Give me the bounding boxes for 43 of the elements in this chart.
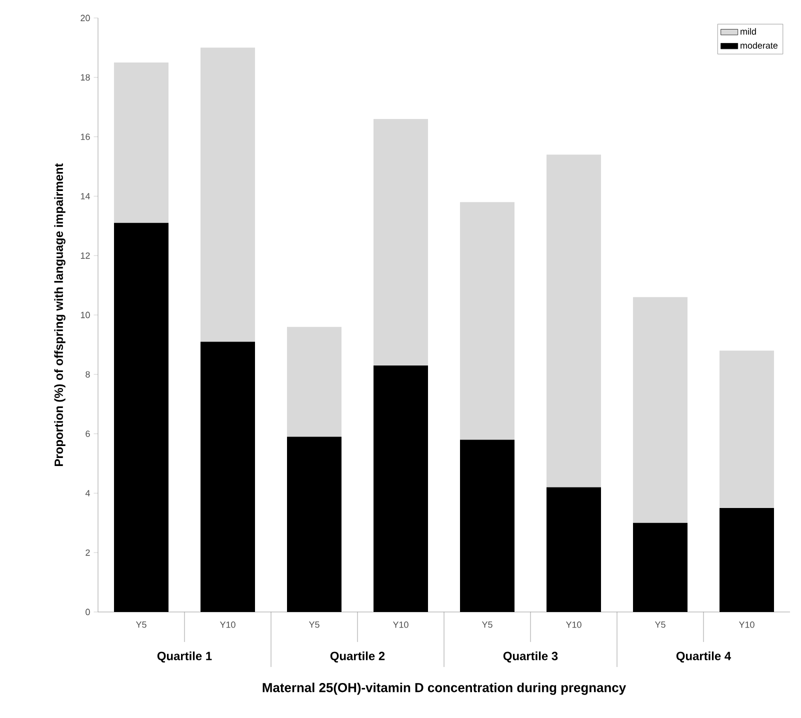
bar bbox=[374, 118, 428, 366]
bar bbox=[374, 365, 428, 612]
legend-label: moderate bbox=[740, 42, 778, 49]
bar bbox=[114, 62, 169, 223]
bar bbox=[546, 487, 602, 612]
y-tick-label: 20 bbox=[80, 14, 90, 22]
bar bbox=[200, 48, 256, 342]
legend-label: mild bbox=[740, 28, 756, 35]
x-tick-label: Y10 bbox=[392, 622, 408, 628]
y-tick-label: 6 bbox=[86, 430, 90, 437]
x-axis-title: Maternal 25(OH)-vitamin D concentration during pregnancy bbox=[262, 682, 626, 695]
x-tick-label: Y10 bbox=[220, 622, 236, 628]
bar bbox=[720, 350, 774, 508]
text: Quartile 1 bbox=[157, 651, 212, 662]
y-tick-label: 2 bbox=[86, 549, 90, 556]
bar bbox=[633, 297, 688, 523]
y-tick-label: 16 bbox=[80, 134, 90, 140]
bar bbox=[287, 326, 342, 437]
y-tick-label: 12 bbox=[80, 252, 90, 259]
bar bbox=[633, 522, 688, 612]
bar bbox=[720, 508, 774, 612]
x-tick-label: Y5 bbox=[482, 622, 492, 628]
bar bbox=[114, 222, 169, 612]
x-tick-label: Y5 bbox=[308, 622, 320, 628]
x-tick-label: Y5 bbox=[136, 622, 146, 628]
y-axis-title: Proportion (%) of offspring with language impairment bbox=[54, 163, 66, 466]
bar bbox=[546, 154, 602, 488]
text: Quartile 2 bbox=[330, 651, 385, 662]
text: Quartile 3 bbox=[503, 651, 558, 662]
y-tick-label: 8 bbox=[86, 371, 90, 378]
x-tick-label: Y5 bbox=[654, 622, 666, 628]
y-tick-label: 0 bbox=[86, 608, 90, 616]
bar bbox=[460, 202, 515, 440]
x-tick-label: Y10 bbox=[566, 622, 582, 628]
bar bbox=[287, 436, 342, 612]
x-tick-label: Y10 bbox=[738, 622, 754, 628]
y-tick-label: 14 bbox=[80, 193, 90, 200]
bar bbox=[460, 440, 515, 612]
y-tick-label: 18 bbox=[80, 74, 90, 81]
bar bbox=[200, 342, 256, 612]
y-tick-label: 4 bbox=[85, 490, 90, 496]
text: Quartile 4 bbox=[676, 651, 732, 662]
y-tick-label: 10 bbox=[80, 312, 90, 318]
